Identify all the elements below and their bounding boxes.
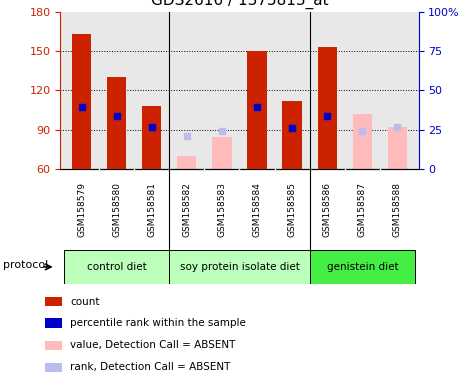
Bar: [177, 156, 197, 169]
Text: GSM158588: GSM158588: [393, 182, 402, 237]
Bar: [352, 114, 372, 169]
Text: GSM158579: GSM158579: [77, 182, 86, 237]
Bar: [46, 297, 62, 306]
Bar: [318, 47, 337, 169]
Bar: [72, 34, 91, 169]
Title: GDS2616 / 1375813_at: GDS2616 / 1375813_at: [151, 0, 328, 9]
Bar: [169, 250, 310, 284]
Text: rank, Detection Call = ABSENT: rank, Detection Call = ABSENT: [70, 362, 230, 372]
Text: soy protein isolate diet: soy protein isolate diet: [179, 262, 299, 272]
Text: GSM158587: GSM158587: [358, 182, 367, 237]
Text: genistein diet: genistein diet: [326, 262, 398, 272]
Bar: [46, 318, 62, 328]
Text: GSM158581: GSM158581: [147, 182, 156, 237]
Bar: [142, 106, 161, 169]
Text: GSM158585: GSM158585: [288, 182, 297, 237]
Bar: [107, 77, 126, 169]
Bar: [46, 362, 62, 372]
Text: GSM158584: GSM158584: [252, 182, 261, 237]
Text: GSM158586: GSM158586: [323, 182, 332, 237]
Bar: [247, 51, 267, 169]
Bar: [212, 137, 232, 169]
Bar: [64, 250, 169, 284]
Text: GSM158583: GSM158583: [218, 182, 226, 237]
Bar: [310, 250, 415, 284]
Text: GSM158580: GSM158580: [112, 182, 121, 237]
Text: count: count: [70, 297, 100, 307]
Text: value, Detection Call = ABSENT: value, Detection Call = ABSENT: [70, 340, 235, 350]
Text: GSM158582: GSM158582: [182, 182, 191, 237]
Text: percentile rank within the sample: percentile rank within the sample: [70, 318, 246, 328]
Text: control diet: control diet: [87, 262, 146, 272]
Bar: [46, 341, 62, 350]
Text: protocol: protocol: [3, 260, 48, 270]
Bar: [388, 127, 407, 169]
Bar: [282, 101, 302, 169]
